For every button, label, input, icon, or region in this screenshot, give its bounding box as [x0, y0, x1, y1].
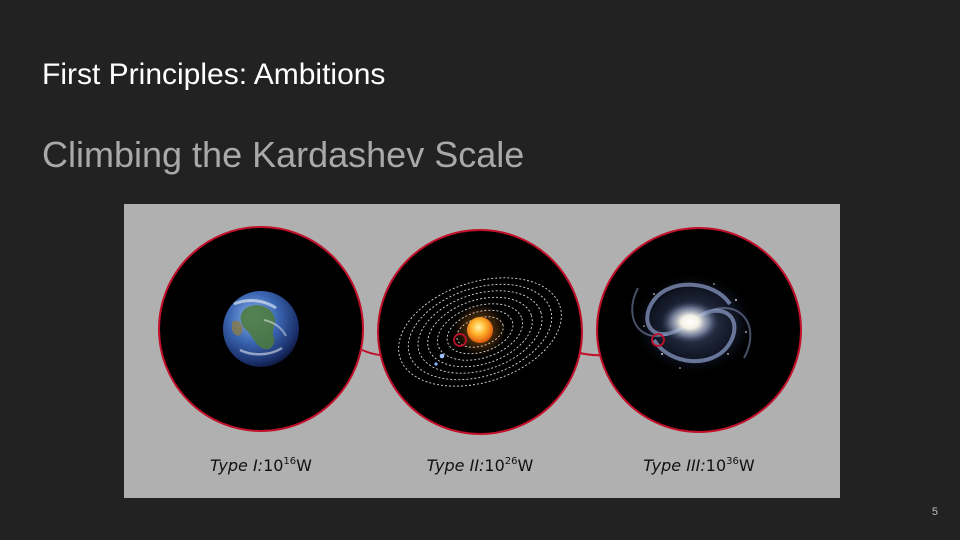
- type-2-exponent: 26: [504, 455, 518, 467]
- page-number: 5: [931, 506, 938, 518]
- type-3-exponent: 36: [726, 455, 739, 467]
- type-3-unit: W: [738, 456, 755, 475]
- kardashev-illustration: [158, 226, 802, 435]
- type-2-caption: Type II:1026W: [380, 456, 580, 475]
- type-1-base: 10: [263, 456, 284, 475]
- slide-title: First Principles: Ambitions: [42, 58, 386, 91]
- type-2-name: Type II:: [426, 456, 485, 475]
- type-2-unit: W: [517, 456, 534, 475]
- type-1-caption: Type I:1016W: [161, 456, 361, 475]
- type-3-name: Type III:: [643, 456, 706, 475]
- type-1-name: Type I:: [210, 456, 264, 475]
- slide-subtitle: Climbing the Kardashev Scale: [42, 134, 525, 175]
- type-1-unit: W: [296, 456, 312, 475]
- type-3-base: 10: [705, 456, 727, 475]
- kardashev-figure: Type I:1016W Type II:1026W Type III:1036…: [124, 204, 840, 498]
- type-2-base: 10: [484, 456, 505, 475]
- earth-icon: [158, 226, 364, 432]
- solar-system-icon: [377, 229, 583, 435]
- type-3-caption: Type III:1036W: [599, 456, 799, 475]
- galaxy-icon: [596, 227, 802, 433]
- type-1-exponent: 16: [283, 455, 297, 467]
